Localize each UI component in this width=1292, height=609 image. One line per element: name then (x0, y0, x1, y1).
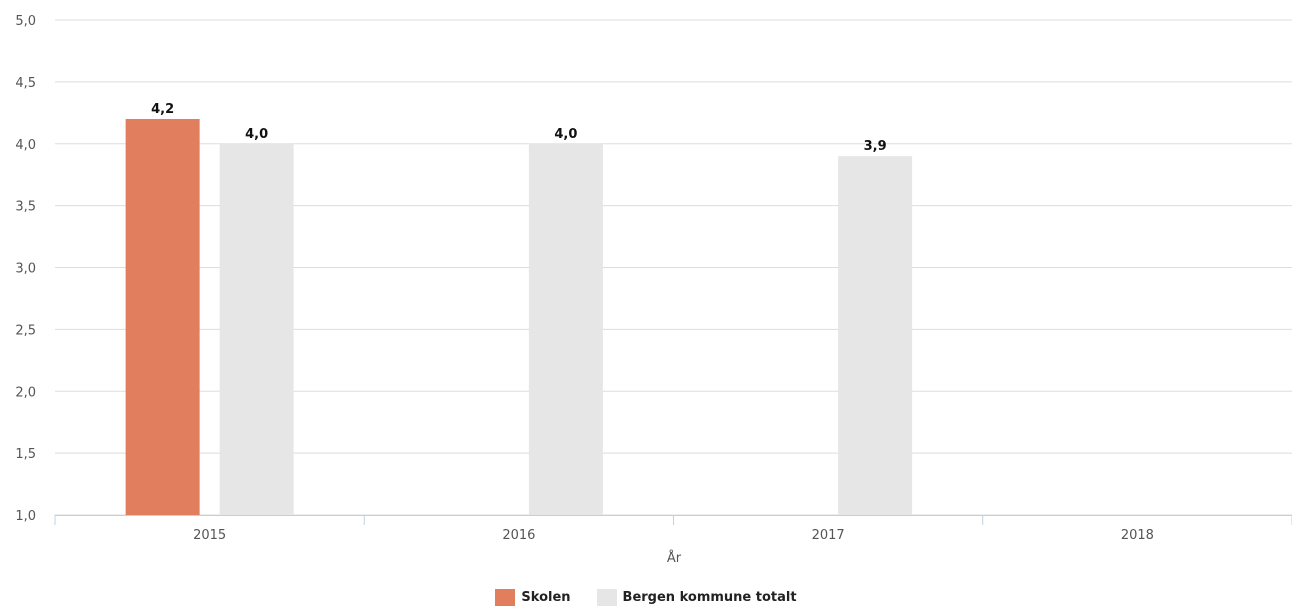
x-tick-label: 2018 (1121, 528, 1154, 543)
y-tick-label: 4,5 (15, 76, 36, 91)
bars: 4,2 4,0 4,0 3,9 (125, 102, 913, 515)
data-label: 3,9 (864, 139, 887, 154)
x-tick-label: 2016 (502, 528, 535, 543)
legend-swatch-skolen (495, 589, 516, 606)
legend-swatch-bergen (596, 589, 617, 606)
x-tick-label: 2017 (812, 528, 845, 543)
bar-bergen-2015[interactable] (219, 143, 294, 515)
legend: Skolen Bergen kommune totalt (0, 589, 1292, 606)
y-tick-label: 3,0 (15, 262, 36, 277)
legend-item-bergen[interactable]: Bergen kommune totalt (596, 589, 797, 606)
y-tick-label: 1,0 (15, 509, 36, 524)
bar-skolen-2015[interactable] (125, 119, 200, 515)
x-axis: 2015 2016 2017 2018 (54, 515, 1292, 543)
bar-chart: 1,0 1,5 2,0 2,5 3,0 3,5 4,0 4,5 5,0 4,2 4,0 4,0 3,9… (15, 14, 1292, 566)
y-tick-label: 4,0 (15, 138, 36, 153)
y-tick-label: 2,5 (15, 323, 36, 338)
legend-item-skolen[interactable]: Skolen (495, 589, 571, 606)
x-tick-label: 2015 (193, 528, 226, 543)
data-label: 4,0 (554, 127, 577, 142)
data-label: 4,0 (245, 127, 268, 142)
y-tick-label: 2,0 (15, 385, 36, 400)
y-tick-label: 1,5 (15, 447, 36, 462)
bar-bergen-2017[interactable] (838, 156, 913, 515)
y-tick-label: 3,5 (15, 200, 36, 215)
data-label: 4,2 (151, 102, 174, 117)
y-tick-label: 5,0 (15, 14, 36, 29)
legend-label-bergen: Bergen kommune totalt (622, 590, 797, 605)
legend-label-skolen: Skolen (521, 590, 571, 605)
bar-bergen-2016[interactable] (528, 143, 603, 515)
y-axis-ticks: 1,0 1,5 2,0 2,5 3,0 3,5 4,0 4,5 5,0 (15, 14, 36, 524)
x-axis-title: År (667, 550, 682, 566)
